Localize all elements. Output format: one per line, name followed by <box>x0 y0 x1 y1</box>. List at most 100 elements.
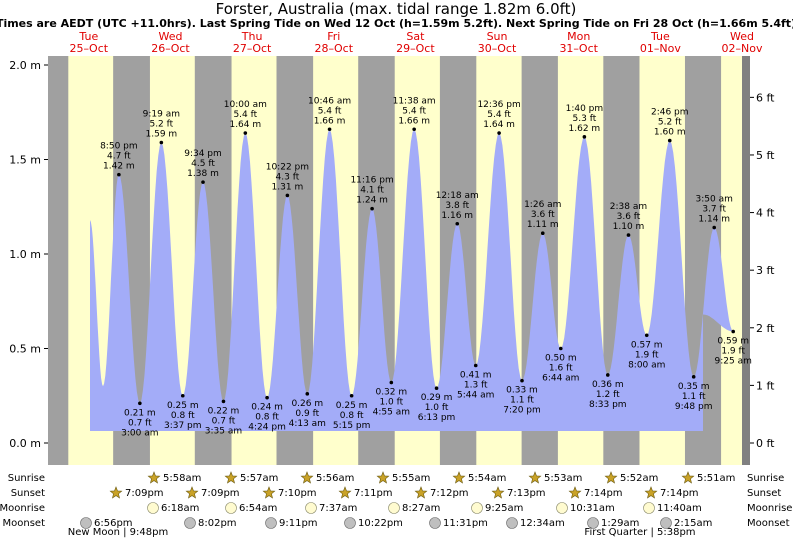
tide-label-ft: 0.7 ft <box>128 418 152 428</box>
moonset-time: 2:15am <box>674 518 712 529</box>
tide-label-ft: 0.7 ft <box>212 416 236 426</box>
y-tick-label-m: 0.0 m <box>9 437 41 450</box>
sunrise-icon <box>681 471 695 484</box>
moonset-time: 6:56pm <box>94 518 133 529</box>
tide-point <box>285 193 290 198</box>
day-name: Sun <box>487 30 508 43</box>
sunset-icon <box>644 486 658 499</box>
moonrise-time: 9:25am <box>485 503 523 514</box>
tide-point <box>497 131 501 135</box>
sunset-time: 7:11pm <box>354 488 393 499</box>
tide-point <box>201 180 205 184</box>
tide-label-time: 9:48 pm <box>675 402 713 412</box>
tide-point <box>389 380 394 385</box>
day-date: 26–Oct <box>151 42 190 55</box>
tide-label-time: 8:00 am <box>628 360 665 370</box>
tide-label-m: 0.32 m <box>375 388 407 398</box>
tide-label-m: 0.50 m <box>545 354 577 364</box>
tide-label-ft: 1.0 ft <box>379 398 403 408</box>
tide-label-m: 1.31 m <box>272 182 304 192</box>
sunrise-time: 5:51am <box>697 473 735 484</box>
tide-point <box>159 140 164 145</box>
sunrise-icon <box>376 471 390 484</box>
tide-label-ft: 5.2 ft <box>658 118 682 128</box>
tide-label-time: 4:13 am <box>289 419 326 429</box>
tide-label-ft: 5.3 ft <box>573 114 597 124</box>
tide-label-ft: 3.6 ft <box>617 212 641 222</box>
moonrise-time: 10:31am <box>570 503 615 514</box>
tide-label-ft: 0.8 ft <box>340 411 364 421</box>
tide-label-m: 0.35 m <box>678 382 710 392</box>
tide-label-time: 5:15 pm <box>333 421 371 431</box>
tide-label-m: 0.59 m <box>717 336 749 346</box>
tide-label-time: 5:44 am <box>457 391 494 401</box>
tide-label-m: 0.22 m <box>208 406 240 416</box>
moonset-time: 9:11pm <box>279 518 318 529</box>
moonset-icon <box>184 517 196 529</box>
tide-label-time: 3:35 am <box>205 426 242 436</box>
sunset-time: 7:13pm <box>507 488 546 499</box>
sunrise-time: 5:56am <box>316 473 354 484</box>
moonrise-time: 6:18am <box>161 503 199 514</box>
tide-label-ft: 1.9 ft <box>635 350 659 360</box>
sunrise-time: 5:55am <box>392 473 430 484</box>
almanac-row-label: Moonset <box>3 518 46 529</box>
sunset-time: 7:14pm <box>660 488 699 499</box>
tide-label-time: 8:33 pm <box>589 400 627 410</box>
tide-point <box>667 138 672 143</box>
tide-label-m: 1.16 m <box>441 211 473 221</box>
day-name: Fri <box>327 30 340 43</box>
tide-label-ft: 5.4 ft <box>402 106 426 116</box>
tide-label-ft: 5.4 ft <box>487 110 511 120</box>
moonset-icon <box>429 517 441 529</box>
y-tick-label-m: 1.0 m <box>9 248 41 261</box>
tide-label-m: 1.10 m <box>613 222 645 232</box>
tide-point <box>731 329 736 334</box>
tide-label-time: 1:26 am <box>524 200 561 210</box>
moonrise-icon <box>556 502 568 514</box>
sunrise-icon <box>604 471 618 484</box>
tide-label-ft: 3.6 ft <box>531 210 555 220</box>
sunrise-icon <box>300 471 314 484</box>
tide-label-time: 3:37 pm <box>164 421 202 431</box>
tide-label-ft: 1.2 ft <box>596 390 620 400</box>
tide-label-ft: 1.0 ft <box>425 403 449 413</box>
sunrise-time: 5:57am <box>240 473 278 484</box>
tide-point <box>520 378 524 383</box>
sunset-icon <box>109 486 123 499</box>
tide-label-ft: 5.4 ft <box>233 110 257 120</box>
sunset-icon <box>338 486 352 499</box>
moonset-icon <box>80 517 92 529</box>
tide-label-time: 10:00 am <box>224 100 267 110</box>
tide-point <box>349 393 354 398</box>
sunset-time: 7:12pm <box>430 488 469 499</box>
tide-label-ft: 1.1 ft <box>510 396 534 406</box>
almanac-row-label: Sunset <box>11 488 45 499</box>
day-date: 29–Oct <box>396 42 435 55</box>
tide-label-ft: 3.8 ft <box>445 201 469 211</box>
y-tick-label-ft: 5 ft <box>756 149 775 162</box>
tide-point <box>644 333 649 338</box>
tide-label-time: 12:18 am <box>436 191 479 201</box>
tide-label-m: 0.33 m <box>506 386 538 396</box>
tide-label-time: 10:22 pm <box>266 162 309 172</box>
tide-label-time: 4:24 pm <box>248 423 286 433</box>
day-date: 31–Oct <box>559 42 598 55</box>
moon-phase-label: New Moon | 9:48pm <box>68 527 168 538</box>
tide-label-m: 1.42 m <box>103 162 135 172</box>
tide-label-m: 0.36 m <box>592 380 624 390</box>
tide-label-time: 11:38 am <box>393 96 436 106</box>
tide-label-m: 1.24 m <box>356 196 388 206</box>
moonset-time: 12:34am <box>520 518 565 529</box>
tide-point <box>243 131 248 135</box>
sunset-icon <box>491 486 505 499</box>
sunrise-icon <box>224 471 238 484</box>
y-tick-label-m: 2.0 m <box>9 59 41 72</box>
tide-label-ft: 5.4 ft <box>318 106 342 116</box>
sunset-icon <box>185 486 199 499</box>
sunrise-time: 5:54am <box>468 473 506 484</box>
almanac-row-label-right: Moonrise <box>747 503 792 514</box>
tide-label-time: 9:19 am <box>143 109 180 119</box>
sunset-icon <box>262 486 276 499</box>
day-name: Tue <box>650 30 670 43</box>
